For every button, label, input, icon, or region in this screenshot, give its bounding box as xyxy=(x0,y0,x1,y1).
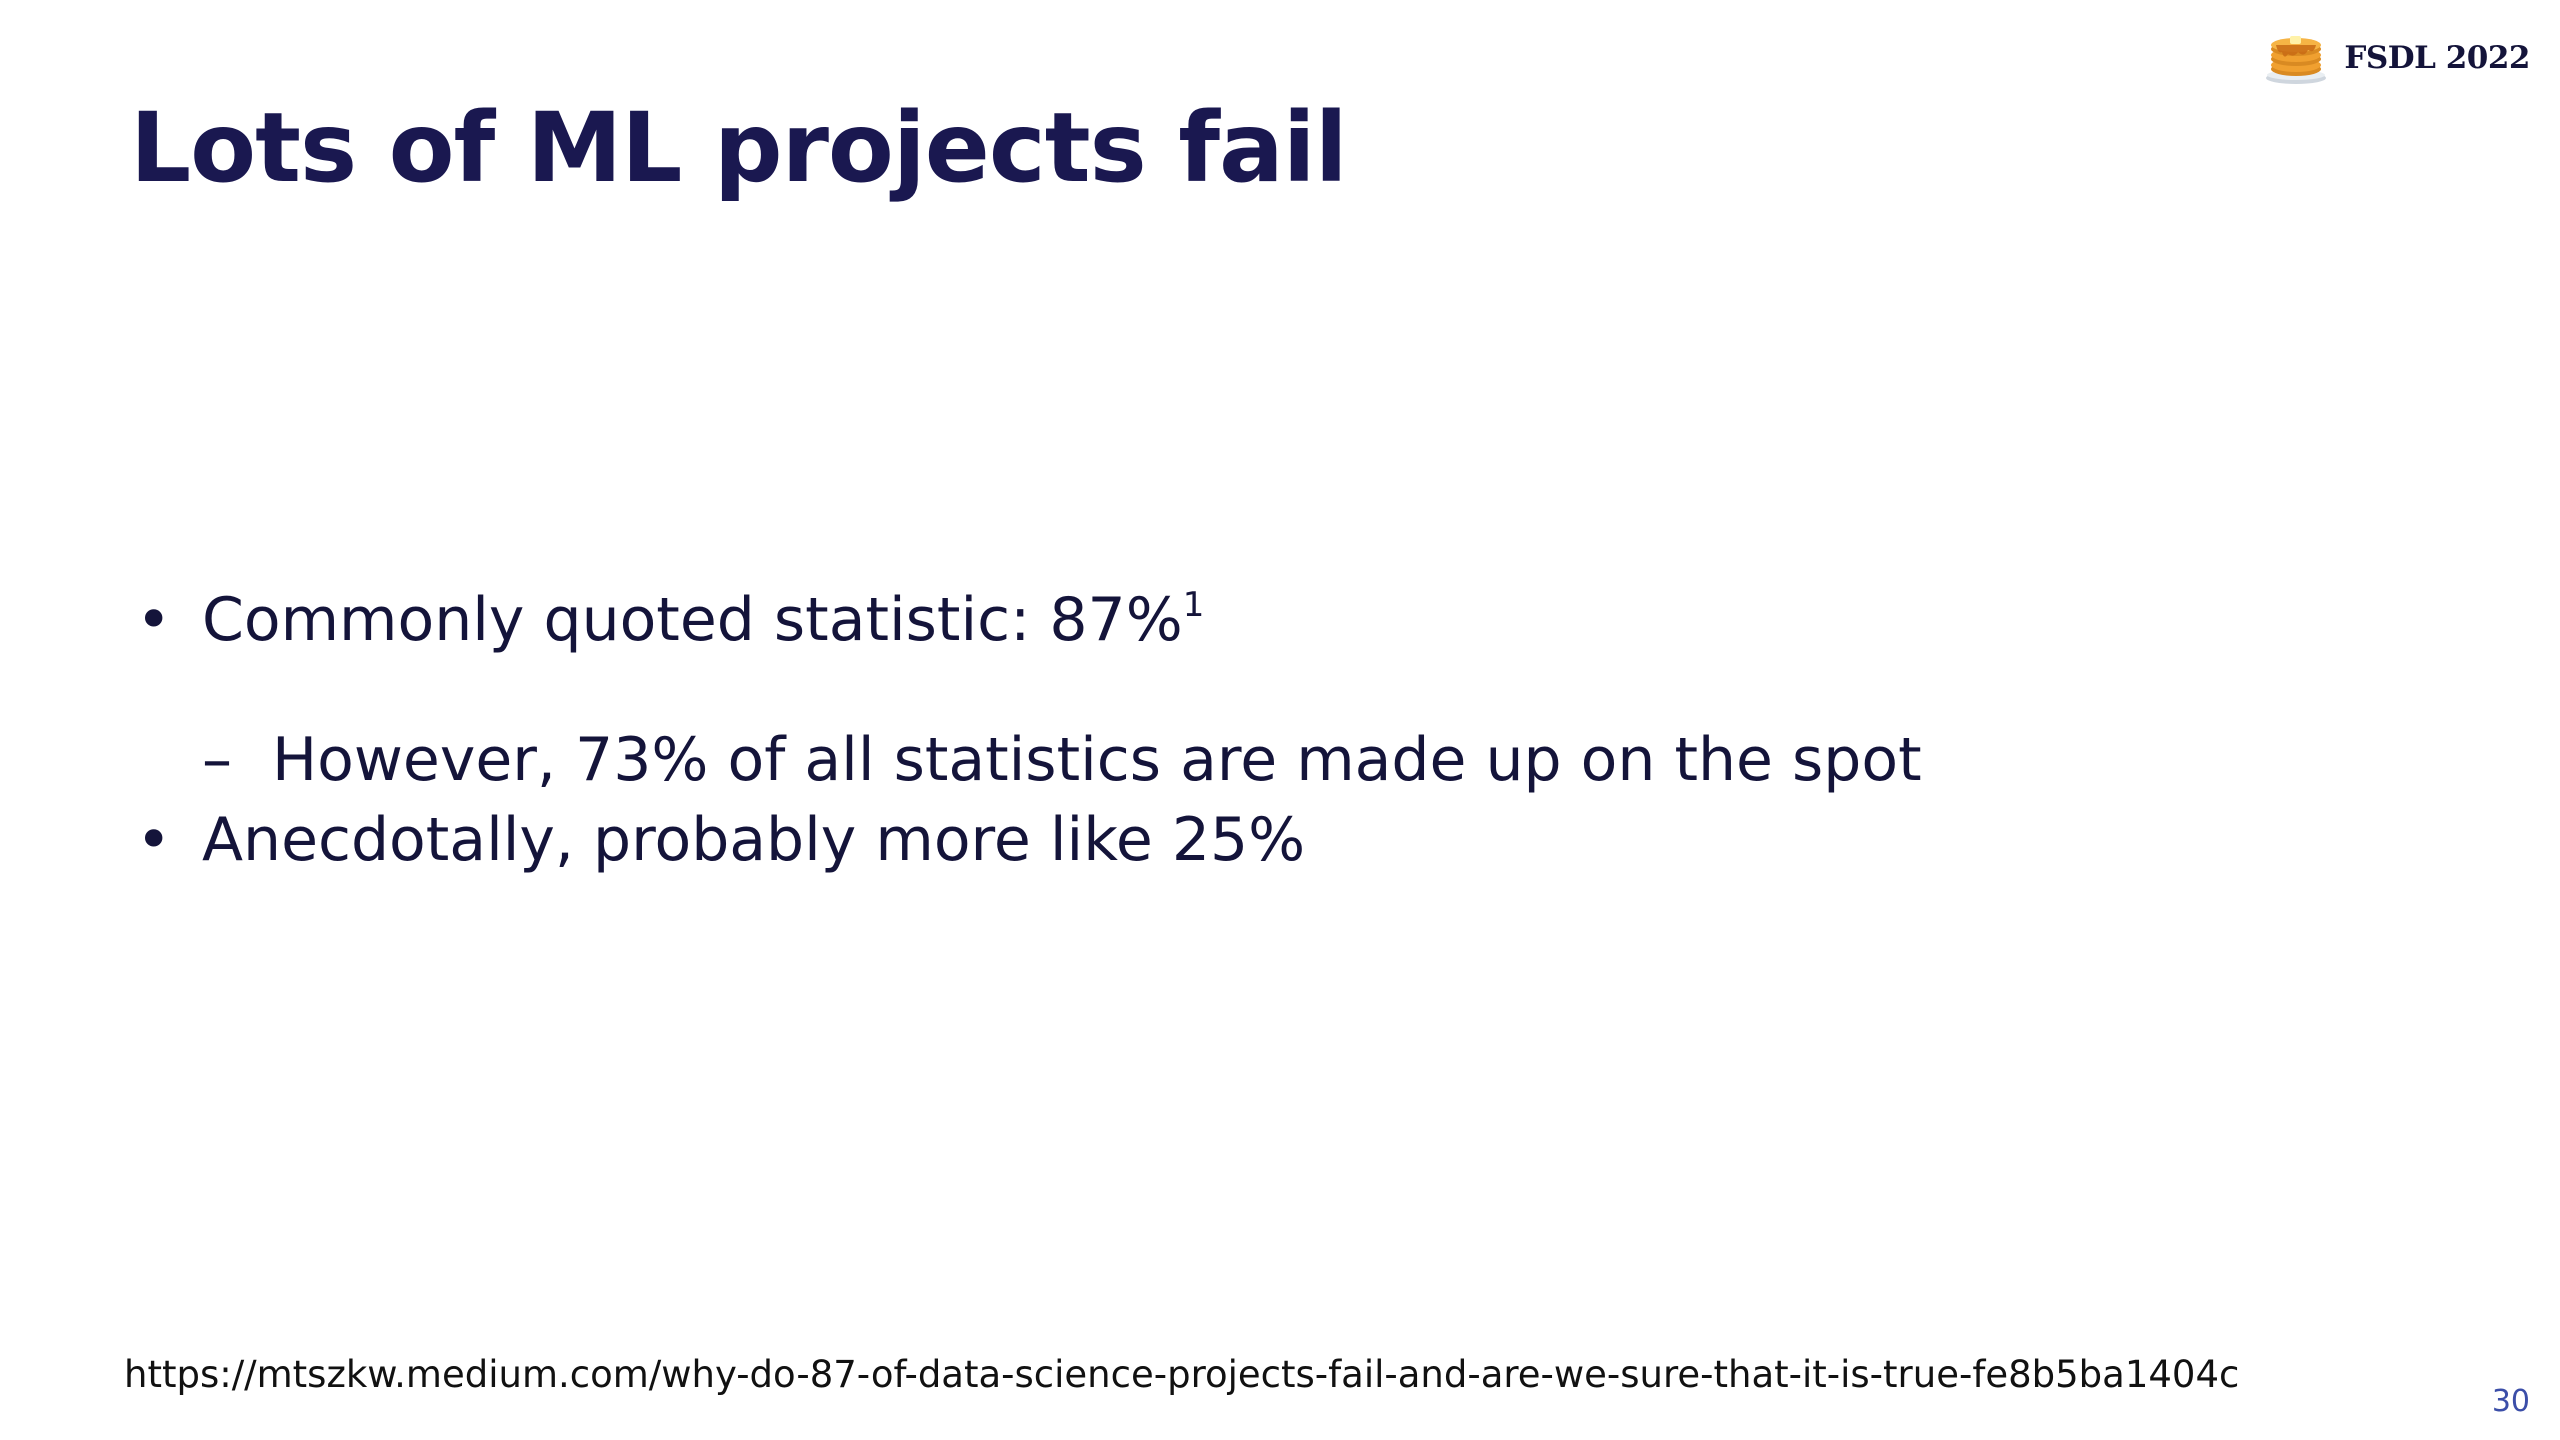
dash-mark: – xyxy=(202,725,232,795)
bullet-mark: • xyxy=(136,805,172,875)
bullet-mark: • xyxy=(136,585,172,655)
sub-bullet-text: However, 73% of all statistics are made … xyxy=(272,725,1922,795)
brand-header: FSDL 2022 xyxy=(2264,30,2530,86)
bullet-list: • Commonly quoted statistic: 87%1 – Howeve… xyxy=(130,580,2330,880)
bullet-text: Commonly quoted statistic: 87% xyxy=(202,585,1183,655)
sub-bullet-item: – However, 73% of all statistics are made… xyxy=(130,720,2330,800)
brand-label: FSDL 2022 xyxy=(2344,40,2530,76)
footnote-url: https://mtszkw.medium.com/why-do-87-of-d… xyxy=(124,1353,2240,1396)
pancake-stack-icon xyxy=(2266,36,2327,84)
bullet-item: • Commonly quoted statistic: 87%1 xyxy=(130,580,2330,660)
slide-title: Lots of ML projects fail xyxy=(130,92,1348,204)
bullet-text: Anecdotally, probably more like 25% xyxy=(202,805,1306,875)
bullet-item: • Anecdotally, probably more like 25% xyxy=(130,800,2330,880)
footnote-marker: 1 xyxy=(1182,585,1205,625)
page-number: 30 xyxy=(2491,1384,2530,1419)
